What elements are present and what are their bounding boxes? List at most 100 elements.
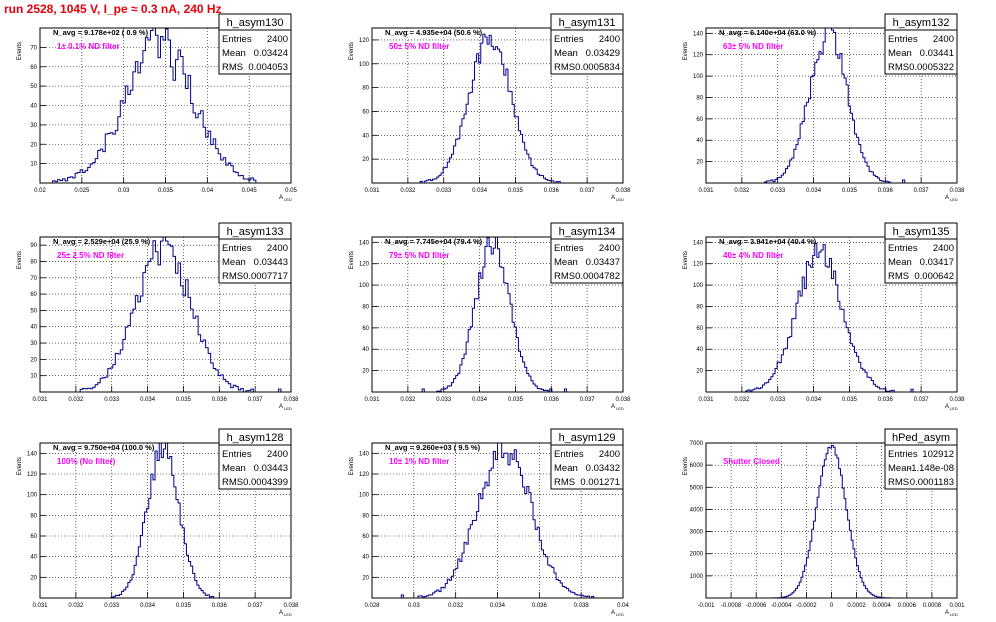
y-axis-label: Events xyxy=(683,457,689,475)
x-tick-label: 0.036 xyxy=(532,603,548,609)
y-tick-label: 100 xyxy=(359,493,370,499)
y-tick-label: 20 xyxy=(362,157,369,163)
x-tick-label: 0.028 xyxy=(364,603,380,609)
y-tick-label: 40 xyxy=(30,555,37,561)
x-axis-label: ALED xyxy=(611,610,624,617)
plot-frame xyxy=(39,236,292,393)
y-tick-label: 100 xyxy=(693,74,704,80)
stats-value: 0.03443 xyxy=(254,463,288,474)
filter-annotation: 10± 1% ND filter xyxy=(389,457,449,466)
y-tick-label: 40 xyxy=(30,325,37,331)
stats-box-frame xyxy=(550,428,624,490)
histogram-series xyxy=(40,27,291,184)
stats-value: -1.148e-08 xyxy=(908,463,954,474)
x-tick-label: 0.031 xyxy=(32,397,48,403)
stats-box-frame xyxy=(884,428,958,490)
x-tick-label: 0.038 xyxy=(283,397,299,403)
x-tick-label: 0.035 xyxy=(176,397,192,403)
stats-label: RMS xyxy=(554,62,575,73)
x-tick-label: 0.033 xyxy=(770,188,786,194)
x-tick-label: 0.032 xyxy=(400,188,416,194)
x-tick-label: 0.05 xyxy=(285,188,297,194)
n-avg-label: N_avg = 6.140e+04 (63.0 %) xyxy=(719,28,817,37)
x-tick-label: 0.032 xyxy=(734,397,750,403)
y-tick-label: 80 xyxy=(696,304,703,310)
n-avg-label: N_avg = 7.745e+04 (79.4 %) xyxy=(385,237,483,246)
stats-box: h_asym130 Entries 2400 Mean 0.03424 RMS 0.0040… xyxy=(218,13,292,75)
x-axis-label-subscript: LED xyxy=(284,197,292,202)
x-tick-label: 0.045 xyxy=(242,188,258,194)
n-avg-label: N_avg = 9.178e+02 ( 0.9 %) xyxy=(53,28,149,37)
histogram-panel: 0.031 0.032 0.033 0.034 0.035 0.036 0.037 0.038… xyxy=(683,13,965,202)
filter-annotation: 79± 5% ND filter xyxy=(389,251,449,260)
x-tick-label: 0.037 xyxy=(580,188,596,194)
y-tick-label: 20 xyxy=(696,160,703,166)
x-tick-label: 0.032 xyxy=(68,603,84,609)
x-tick-label: 0.037 xyxy=(914,397,930,403)
histogram-panel: 0.031 0.032 0.033 0.034 0.035 0.036 0.037 0.038… xyxy=(349,222,631,411)
x-tick-label: 0.031 xyxy=(698,397,714,403)
x-tick-label: 0.034 xyxy=(140,397,156,403)
stats-label: RMS xyxy=(222,477,243,488)
stats-label: Entries xyxy=(222,243,252,254)
y-tick-label: 140 xyxy=(359,451,370,457)
stats-box: h_asym134 Entries 2400 Mean 0.03437 RMS 0.0004… xyxy=(550,222,624,284)
y-tick-label: 80 xyxy=(30,513,37,519)
x-tick-label: -0.001 xyxy=(697,603,715,609)
stats-value: 2400 xyxy=(267,449,288,460)
x-tick-label: 0.031 xyxy=(364,397,380,403)
histogram-name: h_asym130 xyxy=(227,17,284,29)
stats-box-frame xyxy=(218,428,292,490)
histogram-name: h_asym133 xyxy=(227,226,284,238)
stats-value: 0.0005322 xyxy=(909,62,954,73)
stats-label: Entries xyxy=(554,449,584,460)
y-tick-label: 60 xyxy=(30,65,37,71)
stats-label: Mean xyxy=(554,257,578,268)
stats-label: RMS xyxy=(554,271,575,282)
stats-label: Entries xyxy=(888,243,918,254)
y-tick-label: 60 xyxy=(30,292,37,298)
y-tick-label: 90 xyxy=(30,243,37,249)
x-tick-label: 0.037 xyxy=(580,397,596,403)
x-tick-label: 0.031 xyxy=(32,603,48,609)
x-tick-label: 0.031 xyxy=(698,188,714,194)
stats-value: 2400 xyxy=(933,243,954,254)
plot-frame xyxy=(705,236,958,393)
stats-box: h_asym133 Entries 2400 Mean 0.03443 RMS 0.0007… xyxy=(218,222,292,284)
y-tick-label: 60 xyxy=(362,326,369,332)
y-tick-label: 7000 xyxy=(690,441,704,447)
y-tick-label: 120 xyxy=(359,472,370,478)
x-tick-label: 0.038 xyxy=(949,397,965,403)
x-tick-label: -0.0002 xyxy=(796,603,817,609)
y-tick-label: 6000 xyxy=(690,463,704,469)
stats-label: RMS xyxy=(222,271,243,282)
plot-frame xyxy=(371,236,624,393)
y-tick-label: 100 xyxy=(693,283,704,289)
x-tick-label: 0.034 xyxy=(472,188,488,194)
filter-annotation: 1± 0.1% ND filter xyxy=(57,42,120,51)
y-tick-label: 20 xyxy=(696,369,703,375)
filter-annotation: Shutter Closed xyxy=(723,457,780,466)
histogram-panel: -0.001 -0.0008 -0.0006 -0.0004 -0.0002 0 0.000… xyxy=(683,428,965,617)
x-tick-label: -0.0008 xyxy=(721,603,742,609)
x-tick-label: 0.036 xyxy=(544,397,560,403)
y-tick-label: 60 xyxy=(696,117,703,123)
histogram-name: h_asym132 xyxy=(893,17,950,29)
x-tick-label: 0.032 xyxy=(448,603,464,609)
stats-value: 0.03424 xyxy=(254,48,288,59)
filter-annotation: 40± 4% ND filter xyxy=(723,251,783,260)
stats-box: hPed_asym Entries 102912 Mean-1.148e-08 RMS 0… xyxy=(884,428,958,490)
n-avg-label: N_avg = 3.941e+04 (40.4 %) xyxy=(719,237,817,246)
stats-box: h_asym132 Entries 2400 Mean 0.03441 RMS 0.0005… xyxy=(884,13,958,75)
x-tick-label: 0.038 xyxy=(615,188,631,194)
x-axis-label: ALED xyxy=(611,404,624,411)
y-tick-label: 40 xyxy=(696,347,703,353)
y-tick-label: 80 xyxy=(362,304,369,310)
y-axis-label: Events xyxy=(17,457,23,475)
x-tick-label: 0.038 xyxy=(574,603,590,609)
y-tick-label: 1000 xyxy=(690,574,704,580)
x-tick-label: 0.035 xyxy=(158,188,174,194)
stats-label: RMS xyxy=(222,62,243,73)
x-tick-label: 0.032 xyxy=(68,397,84,403)
x-axis-label-subscript: LED xyxy=(950,406,958,411)
